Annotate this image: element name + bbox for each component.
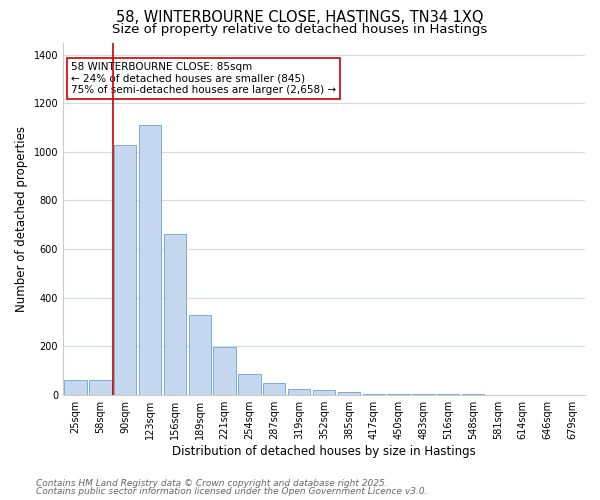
Bar: [89, 380, 112, 394]
Bar: [64, 380, 86, 394]
Bar: [139, 125, 161, 394]
Bar: [288, 390, 310, 394]
Text: Size of property relative to detached houses in Hastings: Size of property relative to detached ho…: [112, 22, 488, 36]
X-axis label: Distribution of detached houses by size in Hastings: Distribution of detached houses by size …: [172, 444, 476, 458]
Text: 58 WINTERBOURNE CLOSE: 85sqm
← 24% of detached houses are smaller (845)
75% of s: 58 WINTERBOURNE CLOSE: 85sqm ← 24% of de…: [71, 62, 336, 95]
Text: Contains public sector information licensed under the Open Government Licence v3: Contains public sector information licen…: [36, 488, 427, 496]
Bar: [313, 390, 335, 394]
Bar: [164, 234, 186, 394]
Y-axis label: Number of detached properties: Number of detached properties: [15, 126, 28, 312]
Bar: [188, 314, 211, 394]
Bar: [114, 144, 136, 394]
Bar: [338, 392, 360, 394]
Bar: [238, 374, 260, 394]
Bar: [263, 384, 286, 394]
Text: 58, WINTERBOURNE CLOSE, HASTINGS, TN34 1XQ: 58, WINTERBOURNE CLOSE, HASTINGS, TN34 1…: [116, 10, 484, 25]
Text: Contains HM Land Registry data © Crown copyright and database right 2025.: Contains HM Land Registry data © Crown c…: [36, 478, 388, 488]
Bar: [214, 348, 236, 395]
